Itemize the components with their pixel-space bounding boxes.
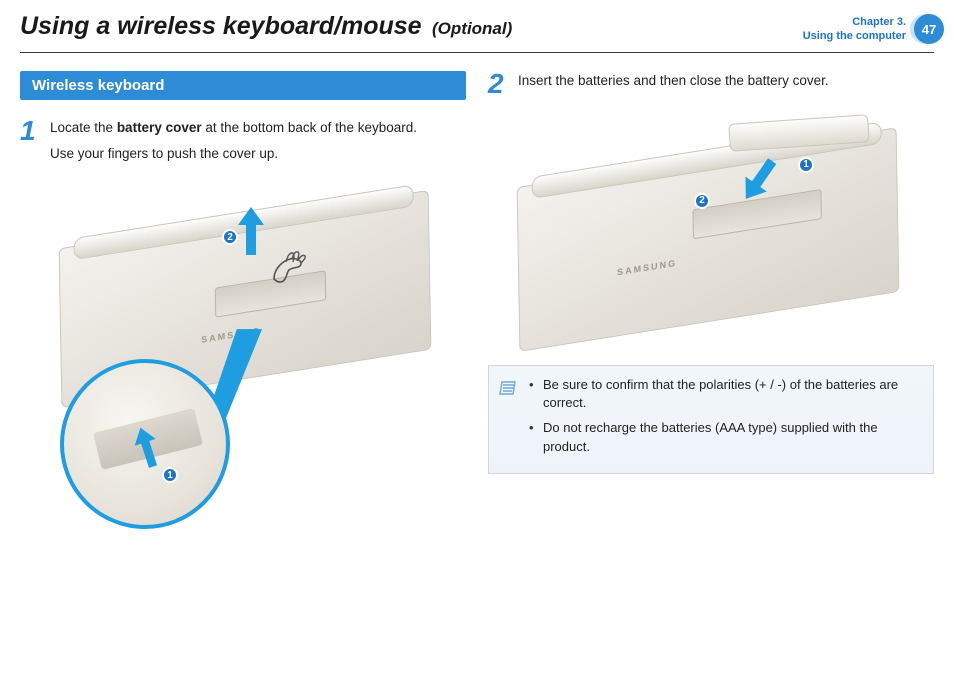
note-list: Be sure to confirm that the polarities (… bbox=[529, 376, 921, 457]
chapter-label: Chapter 3. Using the computer bbox=[803, 12, 906, 44]
step-2: 2 Insert the batteries and then close th… bbox=[488, 71, 934, 97]
callout-1: 1 bbox=[162, 467, 178, 483]
note-icon bbox=[499, 378, 519, 398]
figure-step1: SAMSUNG 2 1 bbox=[20, 189, 466, 489]
note-box: Be sure to confirm that the polarities (… bbox=[488, 365, 934, 474]
step-1: 1 Locate the battery cover at the bottom… bbox=[20, 118, 466, 169]
step-1-line2: Use your fingers to push the cover up. bbox=[50, 144, 417, 164]
chapter-line2: Using the computer bbox=[803, 30, 906, 44]
callout-2b: 2 bbox=[694, 193, 710, 209]
left-column: Wireless keyboard 1 Locate the battery c… bbox=[20, 71, 466, 489]
page-title-optional: (Optional) bbox=[432, 19, 512, 38]
chapter-line1: Chapter 3. bbox=[803, 16, 906, 30]
callout-2: 2 bbox=[222, 229, 238, 245]
step-1-number: 1 bbox=[20, 118, 40, 169]
hand-icon bbox=[264, 245, 312, 293]
keyboard-illustration-2: SAMSUNG bbox=[517, 127, 900, 352]
arrow-up-icon bbox=[240, 207, 262, 257]
page-header: Using a wireless keyboard/mouse (Optiona… bbox=[0, 0, 954, 44]
step-2-number: 2 bbox=[488, 71, 508, 97]
right-column: 2 Insert the batteries and then close th… bbox=[488, 71, 934, 489]
page-number-badge: 47 bbox=[914, 14, 944, 44]
step-2-body: Insert the batteries and then close the … bbox=[518, 71, 829, 97]
note-item-2: Do not recharge the batteries (AAA type)… bbox=[529, 419, 921, 457]
step-1-line1-bold: battery cover bbox=[117, 120, 202, 135]
zoom-circle: 1 bbox=[60, 359, 230, 529]
step-2-text: Insert the batteries and then close the … bbox=[518, 71, 829, 91]
note-item-1: Be sure to confirm that the polarities (… bbox=[529, 376, 921, 414]
callout-1b: 1 bbox=[798, 157, 814, 173]
content-columns: Wireless keyboard 1 Locate the battery c… bbox=[0, 53, 954, 489]
page-title-group: Using a wireless keyboard/mouse (Optiona… bbox=[20, 12, 512, 41]
step-1-line1-pre: Locate the bbox=[50, 120, 117, 135]
page-title: Using a wireless keyboard/mouse bbox=[20, 12, 422, 40]
figure-step2: SAMSUNG 1 2 bbox=[488, 117, 934, 347]
step-1-line1: Locate the battery cover at the bottom b… bbox=[50, 118, 417, 138]
header-right: Chapter 3. Using the computer 47 bbox=[803, 12, 954, 44]
step-1-body: Locate the battery cover at the bottom b… bbox=[50, 118, 417, 169]
section-heading: Wireless keyboard bbox=[20, 71, 466, 100]
step-1-line1-post: at the bottom back of the keyboard. bbox=[202, 120, 417, 135]
